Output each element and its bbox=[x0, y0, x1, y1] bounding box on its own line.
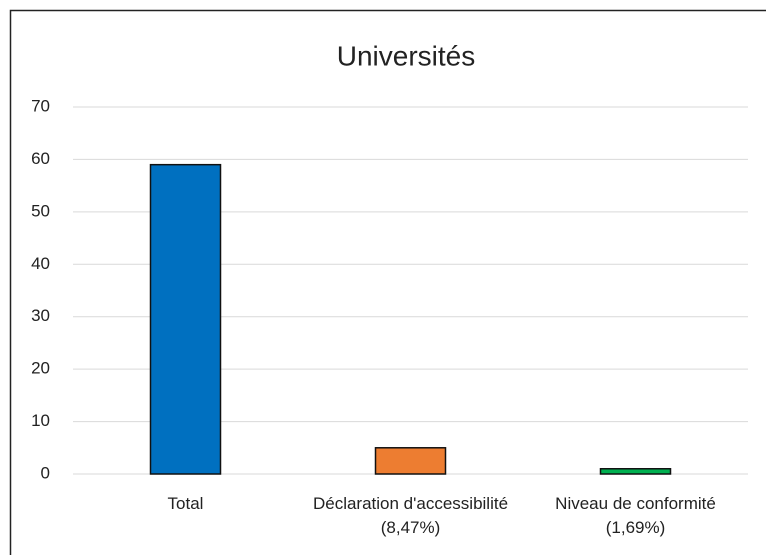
x-tick-label: Total bbox=[167, 494, 204, 513]
x-tick-label: Déclaration d'accessibilité (8,47%) bbox=[312, 494, 509, 537]
y-tick-label: 40 bbox=[31, 254, 50, 273]
y-tick-label: 20 bbox=[31, 359, 50, 378]
bar bbox=[599, 468, 672, 475]
bar bbox=[374, 447, 447, 475]
bar bbox=[149, 163, 222, 475]
y-tick-label: 50 bbox=[31, 201, 50, 220]
y-tick-label: 30 bbox=[31, 306, 50, 325]
x-tick-label: Niveau de conformité (1,69%) bbox=[555, 494, 716, 537]
y-tick-label: 0 bbox=[41, 463, 50, 482]
y-tick-label: 70 bbox=[31, 96, 50, 115]
y-tick-label: 60 bbox=[31, 149, 50, 168]
y-tick-label: 10 bbox=[31, 411, 50, 430]
chart-title: Universités bbox=[337, 40, 475, 71]
